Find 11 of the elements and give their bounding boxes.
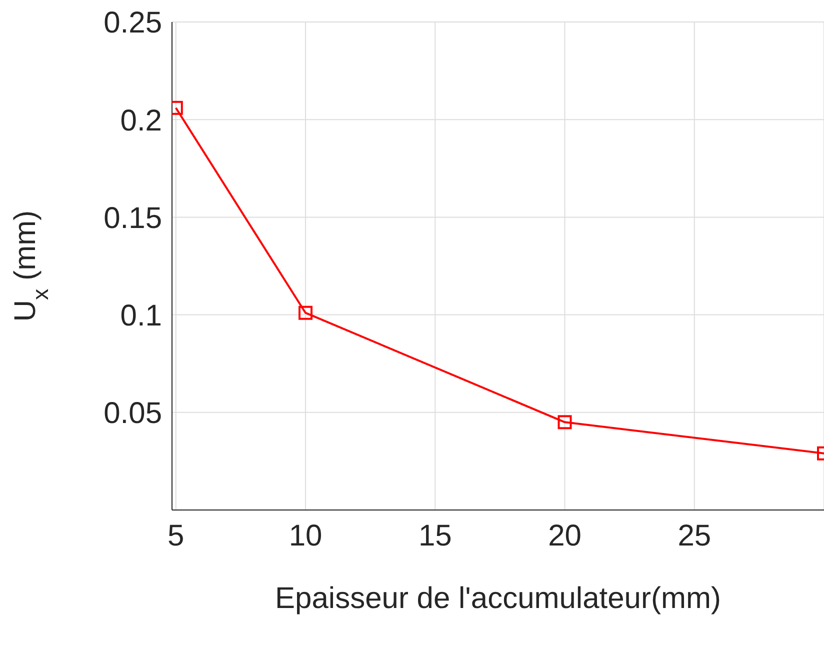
y-tick-label: 0.1 [120,299,162,332]
y-tick-label: 0.15 [104,202,162,235]
x-axis-title: Epaisseur de l'accumulateur(mm) [275,582,721,615]
x-tick-label: 10 [288,519,322,552]
x-tick-label: 25 [678,519,712,552]
y-tick-label: 0.25 [104,6,162,40]
y-tick-label: 0.2 [120,104,162,138]
x-tick-label: 15 [418,519,452,552]
y-tick-label: 0.05 [104,397,162,430]
x-tick-label: 5 [168,519,184,552]
x-tick-label: 20 [548,519,582,552]
